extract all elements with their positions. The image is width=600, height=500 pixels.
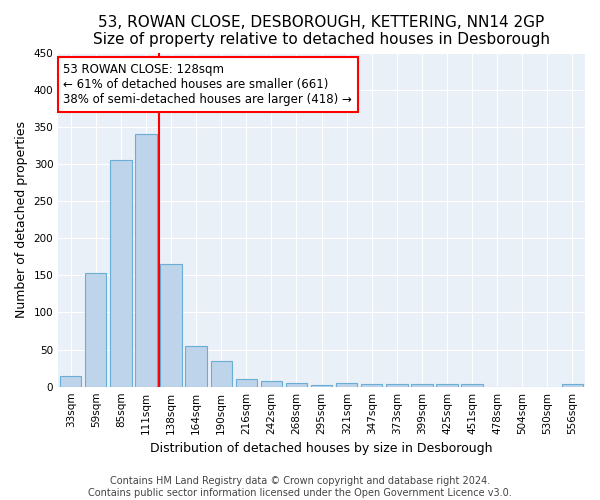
Bar (110, 160, 131, 386)
Bar (436, 384, 458, 386)
Bar (185, 346, 207, 387)
Y-axis label: Number of detached properties: Number of detached properties (15, 121, 28, 318)
Bar (286, 383, 307, 386)
Bar (261, 380, 282, 386)
Bar (461, 384, 483, 386)
Bar (60, 376, 82, 386)
Bar (336, 383, 358, 386)
Bar (136, 134, 157, 386)
Bar (311, 385, 332, 386)
Title: 53, ROWAN CLOSE, DESBOROUGH, KETTERING, NN14 2GP
Size of property relative to de: 53, ROWAN CLOSE, DESBOROUGH, KETTERING, … (93, 15, 550, 48)
X-axis label: Distribution of detached houses by size in Desborough: Distribution of detached houses by size … (151, 442, 493, 455)
Text: Contains HM Land Registry data © Crown copyright and database right 2024.
Contai: Contains HM Land Registry data © Crown c… (88, 476, 512, 498)
Bar (386, 384, 407, 386)
Bar (236, 380, 257, 386)
Bar (160, 264, 182, 386)
Bar (562, 384, 583, 386)
Bar (361, 384, 382, 386)
Bar (411, 384, 433, 386)
Text: 53 ROWAN CLOSE: 128sqm
← 61% of detached houses are smaller (661)
38% of semi-de: 53 ROWAN CLOSE: 128sqm ← 61% of detached… (64, 63, 352, 106)
Bar (85, 273, 106, 386)
Bar (211, 360, 232, 386)
